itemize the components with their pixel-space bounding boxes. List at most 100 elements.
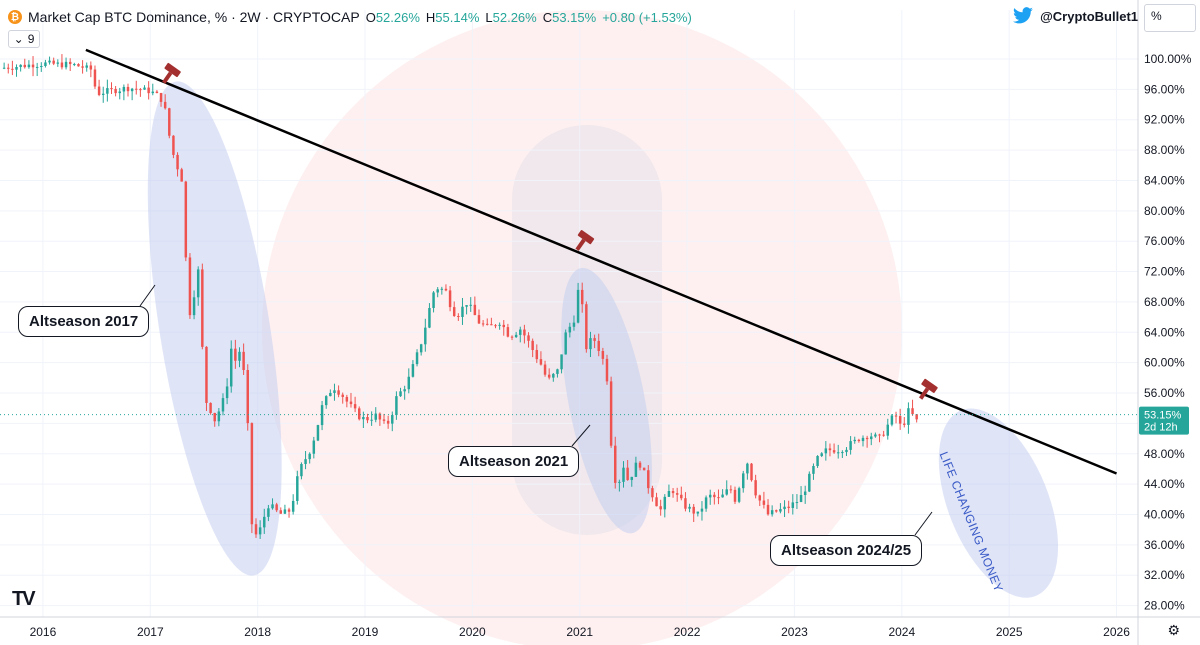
candle-body	[56, 62, 60, 64]
candle-body	[535, 350, 539, 360]
candle-body	[531, 340, 534, 351]
candle-body	[221, 398, 225, 412]
candle-body	[296, 476, 299, 501]
altseason-ellipse-2	[561, 267, 652, 534]
candle-body	[196, 269, 200, 298]
ohlc-key: C	[542, 9, 553, 25]
candle-body	[766, 504, 770, 515]
price-badge-countdown: 2d 12h	[1144, 422, 1178, 434]
y-tick-label: 84.00%	[1144, 173, 1185, 187]
candle-body	[469, 304, 472, 306]
x-tick-label: 2025	[996, 625, 1023, 639]
candle-body	[564, 332, 567, 355]
candle-body	[155, 91, 159, 94]
hammer-head	[921, 378, 938, 393]
candle-body	[651, 488, 654, 498]
candle-body	[490, 324, 493, 326]
candle-body	[841, 452, 844, 454]
candle-body	[304, 459, 307, 465]
y-tick-label: 76.00%	[1144, 234, 1185, 248]
ohlc-item: +0.80 (+1.53%)	[602, 10, 692, 25]
y-tick-label: 96.00%	[1144, 82, 1185, 96]
callout-altseason-2021: Altseason 2021	[448, 446, 580, 477]
price-badge-value: 53.15%	[1144, 410, 1182, 422]
candle-body	[465, 305, 468, 307]
candle-body	[337, 390, 340, 395]
scale-mode-button[interactable]: %	[1144, 4, 1196, 32]
candle-body	[424, 327, 427, 345]
candle-body	[675, 493, 679, 495]
candle-body	[461, 306, 464, 317]
candle-body	[35, 66, 39, 68]
candle-body	[73, 64, 76, 66]
ohlc-key: L	[485, 9, 493, 25]
candle-body	[890, 415, 894, 425]
bitcoin-icon: ₿	[8, 10, 22, 24]
candle-body	[795, 502, 799, 504]
candle-body	[60, 62, 64, 68]
candle-body	[201, 269, 204, 347]
candle-body	[750, 463, 753, 481]
ohlc-key: O	[365, 9, 376, 25]
candle-body	[320, 405, 324, 426]
candle-body	[242, 351, 245, 371]
indicator-count: 9	[27, 32, 35, 46]
indicator-collapse-toggle[interactable]: ⌄ 9	[8, 30, 40, 48]
x-tick-label: 2019	[352, 625, 379, 639]
altseason-ellipse-1	[147, 81, 282, 576]
candle-body	[444, 288, 448, 291]
x-tick-label: 2018	[244, 625, 271, 639]
candle-body	[486, 323, 489, 325]
candle-body	[552, 373, 555, 378]
candle-body	[135, 88, 138, 90]
candle-body	[882, 434, 885, 436]
candle-body	[477, 315, 481, 324]
candle-body	[543, 364, 547, 375]
candle-body	[725, 489, 728, 495]
candle-body	[845, 449, 848, 453]
candlestick-series	[2, 54, 918, 539]
candle-body	[713, 494, 716, 498]
candle-body	[688, 506, 691, 509]
candle-body	[329, 392, 332, 397]
hammer-head	[164, 62, 181, 78]
ohlc-value: +0.80 (+1.53%)	[602, 9, 692, 25]
candle-body	[473, 304, 477, 316]
candle-body	[378, 413, 382, 420]
candle-body	[19, 64, 22, 67]
candle-body	[419, 344, 423, 353]
candle-body	[324, 396, 328, 406]
hammer-handle	[162, 71, 173, 84]
candle-body	[622, 467, 625, 482]
candle-body	[580, 289, 584, 305]
candle-body	[452, 307, 456, 316]
candle-body	[312, 440, 316, 454]
candle-body	[911, 408, 914, 415]
candle-body	[415, 352, 419, 365]
candle-body	[754, 480, 757, 496]
hammer-head	[577, 230, 595, 245]
candle-body	[519, 329, 522, 335]
candle-body	[634, 462, 638, 477]
candle-body	[411, 364, 415, 377]
candle-body	[779, 509, 782, 512]
candle-body	[436, 289, 439, 293]
resistance-trendline	[85, 48, 1118, 475]
gear-icon[interactable]: ⚙	[1167, 622, 1180, 638]
candle-body	[828, 448, 832, 451]
candle-body	[576, 289, 580, 323]
candle-body	[601, 351, 605, 359]
altseason-ellipses	[147, 81, 1059, 598]
candle-body	[238, 351, 241, 361]
candle-body	[667, 491, 671, 497]
candle-body	[539, 359, 543, 365]
candle-body	[184, 181, 188, 258]
x-tick-label: 2026	[1103, 625, 1130, 639]
y-tick-label: 100.00%	[1144, 52, 1192, 66]
y-tick-label: 60.00%	[1144, 356, 1185, 370]
candle-body	[696, 511, 700, 514]
candle-body	[97, 86, 101, 95]
candle-body	[684, 498, 687, 509]
candle-body	[663, 496, 667, 510]
